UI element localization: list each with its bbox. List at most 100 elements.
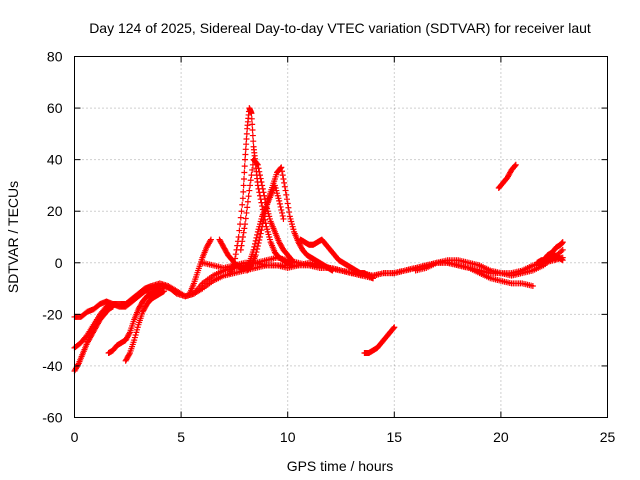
data-point (260, 189, 267, 196)
data-point (279, 209, 286, 216)
data-point (238, 242, 245, 249)
series-track-4 (105, 285, 163, 357)
y-tick-label: -60 (42, 410, 62, 426)
data-point (245, 260, 252, 267)
data-point (288, 256, 295, 263)
data-point (126, 351, 133, 358)
data-point (276, 200, 283, 207)
data-point (248, 172, 255, 179)
data-point (244, 198, 251, 205)
data-point (242, 151, 249, 158)
data-point (250, 138, 257, 145)
series-track-11 (216, 182, 287, 271)
x-tick-label: 5 (177, 429, 185, 445)
data-point (253, 234, 260, 241)
data-point (329, 267, 336, 274)
chart-title: Day 124 of 2025, Sidereal Day-to-day VTE… (89, 20, 591, 36)
data-point (259, 182, 266, 189)
data-point (236, 227, 243, 234)
data-point (256, 172, 263, 179)
data-point (239, 234, 246, 240)
x-axis-label: GPS time / hours (287, 458, 394, 474)
series-track-9 (237, 156, 295, 264)
data-point (391, 324, 398, 331)
data-point (256, 168, 263, 175)
data-point (241, 225, 248, 232)
x-tick-label: 15 (387, 429, 403, 445)
data-points (71, 105, 566, 375)
y-tick-label: 0 (55, 255, 63, 271)
data-point (207, 237, 214, 244)
data-point (238, 208, 245, 215)
data-point (243, 141, 250, 148)
data-point (109, 303, 116, 310)
data-point (243, 136, 250, 143)
x-tick-label: 10 (280, 429, 296, 445)
data-point (207, 236, 214, 243)
data-point (255, 165, 262, 172)
data-point (512, 161, 519, 168)
data-point (280, 215, 287, 222)
data-point (390, 325, 397, 332)
data-point (281, 183, 288, 190)
data-point (279, 172, 286, 179)
axis-ticks: 0 5 10 15 20 25 -60 -40 -20 0 20 40 60 80 (42, 49, 615, 446)
series-track-14 (412, 246, 566, 279)
data-point (240, 182, 247, 189)
data-point (278, 164, 285, 171)
series-track-13 (361, 324, 398, 357)
data-point (254, 161, 261, 168)
data-point (285, 204, 292, 211)
series-track-12 (297, 236, 376, 282)
data-point (243, 130, 250, 137)
data-point (249, 126, 256, 133)
y-tick-label: 80 (47, 49, 63, 65)
data-point (247, 177, 254, 184)
data-point (237, 214, 244, 221)
series-track-3 (71, 303, 116, 375)
series-track-5 (122, 288, 168, 364)
data-point (251, 243, 258, 250)
data-point (252, 237, 259, 244)
data-point (240, 229, 247, 236)
data-point (244, 204, 251, 211)
data-point (248, 115, 255, 122)
data-point (254, 231, 261, 238)
data-point (252, 252, 259, 259)
data-point (258, 178, 265, 185)
series-track-17 (534, 252, 566, 266)
data-point (242, 156, 249, 163)
data-point (259, 185, 266, 192)
y-tick-label: -40 (42, 358, 62, 374)
data-point (237, 246, 244, 253)
data-point (249, 132, 256, 139)
data-point (242, 146, 249, 153)
data-point (241, 163, 248, 170)
y-tick-label: 60 (47, 100, 63, 116)
data-point (286, 209, 293, 216)
plot-frame (74, 56, 608, 418)
data-point (283, 191, 290, 198)
data-point (75, 361, 82, 368)
data-point (249, 121, 256, 128)
y-axis-label: SDTVAR / TECUs (5, 181, 21, 293)
series-track-6 (186, 236, 214, 297)
data-point (126, 330, 133, 337)
series-track-15 (495, 161, 519, 192)
grid-lines (74, 56, 608, 418)
data-point (512, 162, 519, 169)
data-point (239, 201, 246, 208)
data-point (240, 175, 247, 182)
data-point (288, 257, 295, 264)
data-point (248, 110, 255, 117)
data-point (240, 188, 247, 195)
data-point (161, 288, 168, 295)
data-point (232, 251, 239, 258)
data-point (281, 179, 288, 186)
data-point (245, 193, 252, 200)
data-point (284, 200, 291, 207)
data-point (559, 239, 566, 246)
data-point (258, 227, 265, 234)
data-point (243, 209, 250, 216)
data-point (529, 282, 536, 289)
